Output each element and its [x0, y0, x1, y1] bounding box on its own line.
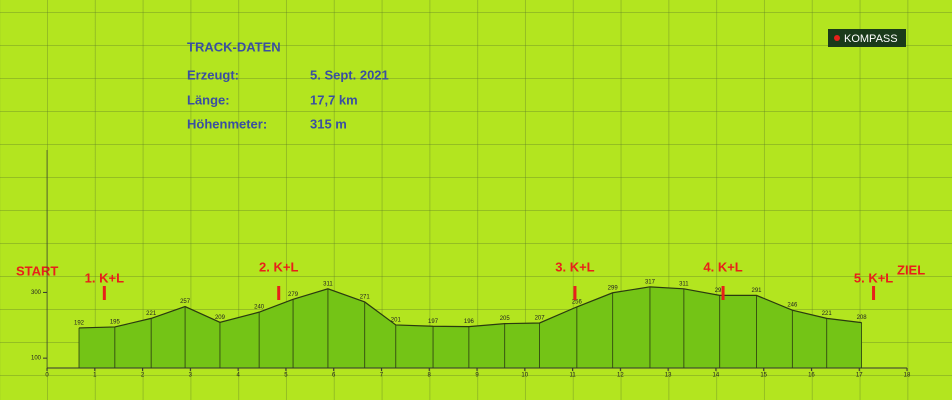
y-tick-label: 300: [31, 290, 42, 296]
x-tick-label: 9: [475, 373, 479, 379]
value-label: 192: [74, 320, 85, 326]
value-label: 197: [428, 319, 439, 325]
value-label: 299: [608, 285, 619, 291]
x-tick-label: 8: [428, 373, 432, 379]
checkpoint-label: 2. K+L: [259, 259, 298, 274]
x-tick-label: 17: [856, 373, 863, 379]
x-tick-label: 2: [141, 373, 145, 379]
value-label: 205: [500, 316, 511, 322]
x-tick-label: 1: [93, 373, 97, 379]
checkpoint-label: 5. K+L: [854, 270, 893, 285]
info-value: 315 m: [310, 116, 347, 131]
x-tick-label: 0: [45, 373, 49, 379]
value-label: 257: [180, 299, 191, 305]
value-label: 317: [645, 279, 656, 285]
logo-box: [828, 29, 906, 47]
value-label: 207: [535, 316, 546, 322]
start-label: START: [16, 263, 58, 278]
info-value: 17,7 km: [310, 92, 358, 107]
x-tick-label: 7: [380, 373, 384, 379]
x-tick-label: 10: [521, 373, 528, 379]
value-label: 279: [288, 292, 299, 298]
value-label: 311: [323, 281, 333, 287]
x-tick-label: 4: [236, 373, 240, 379]
checkpoint-label: 1. K+L: [85, 270, 124, 285]
value-label: 311: [679, 281, 689, 287]
info-key: Länge:: [187, 92, 230, 107]
value-label: 246: [787, 303, 798, 309]
info-key: Höhenmeter:: [187, 116, 267, 131]
value-label: 209: [215, 315, 226, 321]
value-label: 196: [464, 319, 475, 325]
value-label: 208: [857, 315, 868, 321]
x-tick-label: 3: [189, 373, 193, 379]
value-label: 240: [254, 305, 265, 311]
info-key: Erzeugt:: [187, 67, 239, 82]
value-label: 221: [146, 311, 157, 317]
x-tick-label: 5: [284, 373, 288, 379]
value-label: 201: [391, 318, 402, 324]
x-tick-label: 12: [617, 373, 624, 379]
y-tick-label: 100: [31, 356, 42, 362]
value-label: 221: [822, 311, 833, 317]
checkpoint-label: 4. K+L: [703, 259, 742, 274]
x-tick-label: 16: [808, 373, 815, 379]
x-tick-label: 13: [665, 373, 672, 379]
info-title: TRACK-DATEN: [187, 39, 281, 54]
x-tick-label: 14: [713, 373, 720, 379]
x-tick-label: 18: [904, 373, 911, 379]
logo-icon: [834, 35, 840, 41]
value-label: 291: [715, 288, 726, 294]
x-tick-label: 11: [569, 373, 576, 379]
checkpoint-label: 3. K+L: [555, 259, 594, 274]
value-label: 195: [110, 320, 121, 326]
value-label: 291: [751, 288, 762, 294]
value-label: 256: [572, 299, 583, 305]
value-label: 271: [360, 295, 371, 301]
end-label: ZIEL: [897, 262, 925, 277]
x-tick-label: 15: [760, 373, 767, 379]
info-value: 5. Sept. 2021: [310, 67, 389, 82]
logo: KOMPASS: [844, 33, 898, 45]
x-tick-label: 6: [332, 373, 336, 379]
profile-area: [79, 286, 862, 368]
